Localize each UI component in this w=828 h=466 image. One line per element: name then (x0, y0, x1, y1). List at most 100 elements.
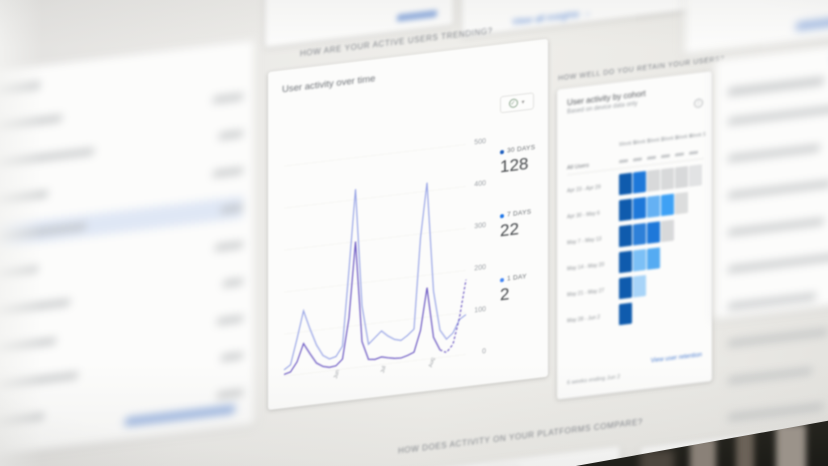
stat-block: 30 DAYS 128 (500, 142, 554, 177)
blurred-label (728, 143, 820, 162)
cohort-cell[interactable] (689, 164, 702, 187)
blurred-label (0, 412, 44, 428)
blurred-list-row[interactable] (728, 92, 828, 132)
blurred-list-row[interactable] (728, 277, 828, 317)
blurred-value (223, 277, 243, 287)
blurred-label (728, 179, 828, 199)
all-users-label: All Users (567, 162, 590, 171)
blurred-value (217, 388, 243, 399)
cohort-cell[interactable] (661, 219, 674, 243)
cohort-cell[interactable] (647, 221, 660, 244)
cohort-cell[interactable] (633, 222, 646, 246)
blurred-list-row[interactable] (728, 203, 828, 243)
blurred-label (0, 298, 70, 317)
blurred-value (217, 314, 243, 325)
cohort-cell[interactable] (633, 248, 646, 272)
cohort-cell[interactable] (675, 165, 688, 189)
blurred-label (0, 147, 94, 169)
blurred-value (213, 92, 243, 104)
cohort-row-label: May 7 - May 13 (567, 235, 602, 246)
cohort-week-header: Week 2 (647, 136, 664, 145)
blurred-list-row[interactable] (728, 166, 828, 206)
blurred-list-row[interactable] (728, 388, 828, 428)
cohort-cell[interactable] (619, 302, 632, 326)
cohort-week-header: Week 3 (661, 135, 678, 144)
blurred-label (728, 252, 828, 273)
blurred-label (728, 103, 828, 125)
blurred-label (0, 222, 86, 243)
blurred-label (728, 327, 828, 347)
cohort-row-label: Apr 23 - Apr 29 (567, 183, 601, 194)
background-object (776, 424, 806, 466)
cohort-cell[interactable] (619, 172, 632, 196)
cohort-cell[interactable] (633, 196, 646, 220)
blurred-value (675, 152, 684, 157)
x-axis-tick: Jul (380, 365, 389, 374)
blurred-list-row[interactable] (728, 240, 828, 280)
blurred-list (0, 84, 255, 460)
cohort-table: Week 0 Week 1 Week 2 Week 3 Week 4 Week 5 All … (567, 130, 706, 336)
blurred-value (689, 150, 698, 155)
insight-selector[interactable]: ✓ ▼ (500, 92, 534, 114)
cohort-cell[interactable] (661, 167, 674, 191)
blurred-link[interactable] (796, 17, 828, 31)
blurred-list (714, 90, 828, 421)
blurred-label (728, 366, 812, 384)
cohort-week-header: Week 1 (633, 138, 650, 147)
blurred-list-row[interactable] (728, 129, 828, 169)
cohort-cell[interactable] (619, 198, 632, 222)
blurred-value (219, 129, 243, 140)
stat-block: 1 DAY 2 (500, 270, 554, 305)
stat-label: 1 DAY (507, 273, 527, 283)
blurred-label (0, 371, 78, 391)
blurred-list-row[interactable] (728, 314, 828, 354)
cohort-cell[interactable] (633, 170, 646, 194)
cohort-cell[interactable] (675, 191, 688, 215)
stat-value: 2 (500, 284, 510, 305)
gridline (284, 144, 466, 167)
view-all-insights-link[interactable]: View all insights → (512, 7, 592, 27)
y-axis-tick: 300 (474, 222, 486, 231)
gridline (284, 228, 466, 251)
stat-block: 7 DAYS 22 (500, 206, 554, 241)
blurred-list-row[interactable] (728, 351, 828, 391)
blurred-label (0, 336, 56, 354)
series-secondary-forecast (439, 279, 467, 354)
top-card-far-right (684, 0, 828, 56)
user-activity-card: User activity over time ✓ ▼ 30 DAYS 128 7 … (268, 38, 548, 411)
view-user-retention-link[interactable]: View user retention (650, 352, 702, 365)
y-axis-tick: 0 (482, 348, 486, 356)
cohort-row-label: May 21 - May 27 (567, 287, 605, 298)
cohort-cell[interactable] (647, 169, 660, 192)
cohort-cell[interactable] (619, 224, 632, 248)
cohort-cell[interactable] (619, 276, 632, 300)
blurred-card-title (728, 76, 824, 97)
y-axis-tick: 100 (474, 306, 486, 315)
left-list-card (0, 39, 255, 460)
cohort-cell[interactable] (619, 250, 632, 274)
y-axis-tick: 500 (474, 138, 486, 147)
info-icon[interactable]: i (694, 98, 703, 109)
arrow-icon: → (582, 7, 592, 20)
cohort-cell[interactable] (661, 193, 674, 217)
gridline (284, 186, 466, 209)
check-circle-icon: ✓ (508, 98, 518, 109)
gridline (284, 354, 466, 377)
cohort-cell[interactable] (647, 247, 660, 270)
y-axis-tick: 400 (474, 180, 486, 189)
cohort-week-header: Week 5 (689, 131, 706, 140)
cohort-cell[interactable] (647, 195, 660, 218)
cohort-row-label: May 14 - May 20 (567, 261, 605, 272)
cohort-cell[interactable] (633, 274, 646, 298)
blurred-label (0, 189, 48, 206)
blurred-value (647, 155, 656, 160)
stat-dot-icon (500, 277, 504, 282)
blurred-label (728, 292, 816, 310)
stat-value: 128 (500, 153, 529, 177)
blurred-value (215, 240, 243, 251)
blurred-value (661, 154, 670, 159)
blurred-link[interactable] (397, 9, 437, 22)
y-axis-tick: 200 (474, 264, 486, 273)
